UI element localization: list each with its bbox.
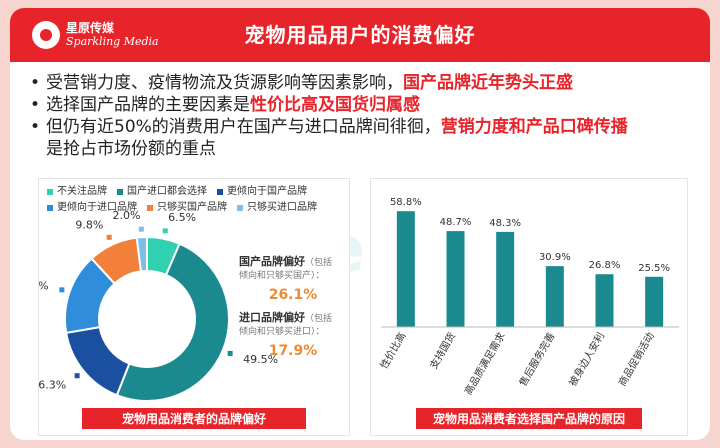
- bullet-item: • 受营销力度、疫情物流及货源影响等因素影响，国产品牌近年势头正盛: [30, 72, 700, 94]
- legend-item: 只够买国产品牌: [147, 201, 227, 215]
- bar-category-label: 售后服务完善: [516, 330, 557, 388]
- donut-slice: [65, 325, 131, 397]
- slice-marker: [138, 226, 144, 232]
- bullet-item: • 选择国产品牌的主要因素是性价比高及国货归属感: [30, 94, 700, 116]
- domestic-preference-value: 26.1%: [268, 287, 318, 303]
- legend-swatch: [117, 189, 123, 195]
- bar: [496, 231, 515, 327]
- legend-label: 不关注品牌: [57, 186, 107, 197]
- bullet-item: • 但仍有近50%的消费用户在国产与进口品牌间徘徊，营销力度和产品口碑传播: [30, 116, 700, 138]
- import-preference-note: （包括: [305, 314, 333, 324]
- bullet-dot-icon: •: [30, 73, 41, 93]
- legend-label: 只够买国产品牌: [157, 202, 227, 213]
- donut-chart: 6.5% 49.5% 16.3% 15.9% 9.8% 2.0%: [14, 209, 278, 402]
- bullet-highlight: 国产品牌近年势头正盛: [403, 73, 573, 93]
- bar-value-label: 26.8%: [589, 260, 621, 271]
- bar-category-label: 被身边人安利: [566, 330, 607, 388]
- bullet-list: • 受营销力度、疫情物流及货源影响等因素影响，国产品牌近年势头正盛 • 选择国产…: [30, 72, 700, 160]
- import-preference-label: 进口品牌偏好: [239, 311, 305, 324]
- bar-category-label: 高品质满足需求: [462, 330, 508, 397]
- slice-marker: [162, 228, 168, 234]
- import-preference-value: 17.9%: [268, 343, 318, 359]
- bar-caption: 宠物用品消费者选择国产品牌的原因: [416, 408, 642, 429]
- slice-marker: [227, 350, 233, 356]
- slide-frame: 星原传媒 Sparkling Media 宠物用品用户的消费偏好 • 受营销力度…: [10, 8, 710, 440]
- bullet-text: 但仍有近50%的消费用户在国产与进口品牌间徘徊，: [46, 117, 441, 137]
- bullet-text: 受营销力度、疫情物流及货源影响等因素影响，: [46, 73, 403, 93]
- slice-marker: [106, 234, 112, 240]
- slice-marker: [74, 373, 80, 379]
- bar-value-label: 58.8%: [390, 197, 422, 208]
- domestic-preference-note2: 倾向和只够买国产）：: [239, 271, 325, 281]
- bar: [545, 266, 564, 327]
- legend-swatch: [217, 189, 223, 195]
- pie-caption: 宠物用品消费者的品牌偏好: [82, 408, 306, 429]
- bar-value-label: 25.5%: [638, 263, 670, 274]
- legend-row: 不关注品牌 国产进口都会选择 更倾向于国产品牌: [47, 185, 347, 199]
- bullet-dot-icon: •: [30, 117, 41, 137]
- donut-slice: [135, 235, 148, 273]
- reasons-panel: 58.8% 性价比高 48.7% 支持国货 48.3% 高品质满足需求 30.9% 售后服务完…: [370, 178, 688, 436]
- bar: [446, 231, 465, 327]
- bullet-text: 选择国产品牌的主要因素是: [46, 95, 250, 115]
- bar-value-label: 48.3%: [489, 218, 521, 229]
- bar: [396, 211, 415, 327]
- slice-value-label: 6.5%: [168, 211, 196, 224]
- bar-chart: 58.8% 性价比高 48.7% 支持国货 48.3% 高品质满足需求 30.9% 售后服务完…: [377, 197, 679, 397]
- legend-item: 只够买进口品牌: [237, 201, 317, 215]
- logo-icon: [32, 21, 60, 49]
- legend-label: 只够买进口品牌: [247, 202, 317, 213]
- legend-item: 更倾向于国产品牌: [217, 185, 307, 199]
- logo-english-name: Sparkling Media: [66, 35, 159, 48]
- bullet-highlight: 营销力度和产品口碑传播: [440, 117, 628, 137]
- bar-category-label: 商品促销活动: [616, 330, 657, 388]
- domestic-preference-label: 国产品牌偏好: [239, 255, 305, 268]
- domestic-preference-note: （包括: [305, 258, 333, 268]
- slice-value-label: 16.3%: [39, 379, 66, 392]
- preference-summary: 国产品牌偏好（包括 倾向和只够买国产）： 26.1% 进口品牌偏好（包括 倾向和…: [239, 253, 347, 365]
- legend-row: 更倾向于进口品牌 只够买国产品牌 只够买进口品牌: [47, 201, 347, 215]
- legend-swatch: [147, 205, 153, 211]
- import-preference-note2: 倾向和只够买进口）：: [239, 327, 325, 337]
- legend-label: 更倾向于进口品牌: [57, 202, 137, 213]
- slice-value-label: 49.5%: [243, 353, 278, 366]
- donut-slice: [115, 242, 230, 402]
- bar-value-label: 48.7%: [440, 217, 472, 228]
- bar-category-label: 性价比高: [377, 330, 408, 371]
- brand-logo: 星原传媒 Sparkling Media: [32, 15, 162, 55]
- legend-item: 国产进口都会选择: [117, 185, 207, 199]
- page-title: 宠物用品用户的消费偏好: [244, 23, 476, 47]
- bar-value-label: 30.9%: [539, 252, 571, 263]
- brand-preference-panel: 不关注品牌 国产进口都会选择 更倾向于国产品牌更倾向于进口品牌 只够买国产品牌 只够买进…: [14, 178, 350, 436]
- logo-chinese-name: 星原传媒: [66, 21, 115, 35]
- legend-label: 更倾向于国产品牌: [227, 186, 307, 197]
- bullet-item-continuation: 是抢占市场份额的重点: [30, 138, 700, 160]
- slice-marker: [59, 287, 65, 293]
- bar-category-label: 支持国货: [427, 330, 458, 371]
- legend-swatch: [47, 205, 53, 211]
- legend-label: 国产进口都会选择: [127, 186, 207, 197]
- slice-value-label: 9.8%: [75, 219, 103, 232]
- bullet-text: 是抢占市场份额的重点: [46, 139, 216, 159]
- header-bar: 星原传媒 Sparkling Media 宠物用品用户的消费偏好: [10, 8, 710, 62]
- legend-swatch: [47, 189, 53, 195]
- slice-value-label: 2.0%: [113, 209, 141, 222]
- legend-item: 更倾向于进口品牌: [47, 201, 137, 215]
- bullet-dot-icon: •: [30, 95, 41, 115]
- bullet-highlight: 性价比高及国货归属感: [250, 95, 420, 115]
- bar: [645, 276, 664, 327]
- pie-legend: 不关注品牌 国产进口都会选择 更倾向于国产品牌更倾向于进口品牌 只够买国产品牌 只够买进…: [47, 185, 347, 217]
- slice-value-label: 15.9%: [39, 279, 49, 292]
- legend-swatch: [237, 205, 243, 211]
- bar: [595, 274, 614, 327]
- legend-item: 不关注品牌: [47, 185, 107, 199]
